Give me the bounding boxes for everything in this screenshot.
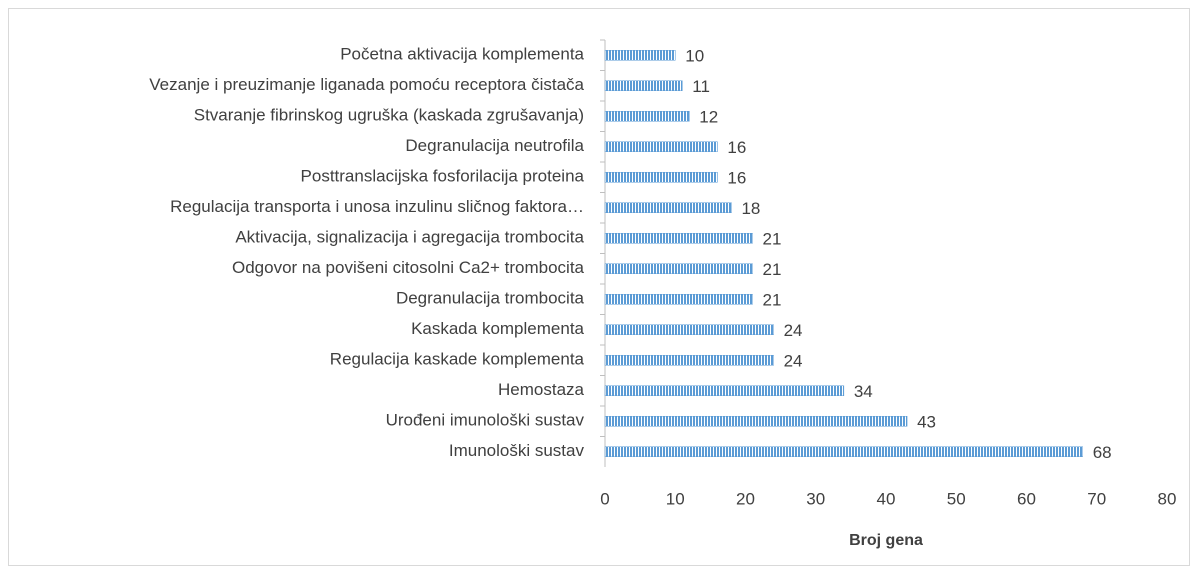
y-tick-label: Degranulacija neutrofila: [405, 136, 584, 155]
x-tick-label: 40: [877, 489, 896, 508]
bar: [604, 355, 774, 366]
y-tick-label: Početna aktivacija komplementa: [340, 45, 584, 64]
value-label: 34: [854, 382, 873, 401]
x-tick-label: 50: [947, 489, 966, 508]
y-tick-label: Urođeni imunološki sustav: [386, 411, 585, 430]
bar: [604, 202, 732, 213]
bar: [604, 172, 718, 183]
x-tick-label: 80: [1158, 489, 1177, 508]
x-tick-label: 0: [600, 489, 609, 508]
bar: [604, 141, 718, 152]
x-tick-label: 10: [666, 489, 685, 508]
y-tick-label: Degranulacija trombocita: [396, 289, 585, 308]
value-label: 43: [917, 413, 936, 432]
value-label: 21: [763, 230, 782, 249]
bar: [604, 446, 1083, 457]
bar: [604, 233, 753, 244]
bar: [604, 111, 690, 122]
bar: [604, 263, 753, 274]
value-label: 21: [763, 260, 782, 279]
x-tick-label: 60: [1017, 489, 1036, 508]
value-label: 12: [699, 108, 718, 127]
x-axis-title: Broj gena: [849, 532, 923, 549]
bar: [604, 385, 845, 396]
bar: [604, 416, 908, 427]
value-label: 16: [727, 138, 746, 157]
value-label: 68: [1093, 443, 1112, 462]
chart-border: [8, 8, 1190, 566]
value-label: 18: [741, 199, 760, 218]
value-label: 11: [692, 77, 710, 96]
bar: [604, 50, 676, 61]
y-tick-label: Hemostaza: [498, 380, 585, 399]
x-tick-label: 30: [806, 489, 825, 508]
value-label: 24: [784, 352, 803, 371]
value-label: 21: [763, 291, 782, 310]
bar: [604, 294, 753, 305]
y-tick-label: Vezanje i preuzimanje liganada pomoću re…: [149, 75, 584, 94]
y-tick-label: Aktivacija, signalizacija i agregacija t…: [235, 228, 584, 247]
y-tick-label: Stvaranje fibrinskog ugruška (kaskada zg…: [194, 106, 584, 125]
y-tick-label: Regulacija kaskade komplementa: [330, 350, 585, 369]
x-tick-label: 20: [736, 489, 755, 508]
bar: [604, 80, 683, 91]
value-label: 24: [784, 321, 803, 340]
value-label: 10: [685, 47, 704, 66]
x-tick-label: 70: [1087, 489, 1106, 508]
y-tick-label: Regulacija transporta i unosa inzulinu s…: [170, 197, 584, 216]
value-label: 16: [727, 169, 746, 188]
y-tick-label: Posttranslacijska fosforilacija proteina: [301, 167, 585, 186]
y-tick-label: Kaskada komplementa: [411, 319, 584, 338]
bar: [604, 324, 774, 335]
y-tick-label: Odgovor na povišeni citosolni Ca2+ tromb…: [232, 258, 585, 277]
y-tick-label: Imunološki sustav: [449, 441, 585, 460]
